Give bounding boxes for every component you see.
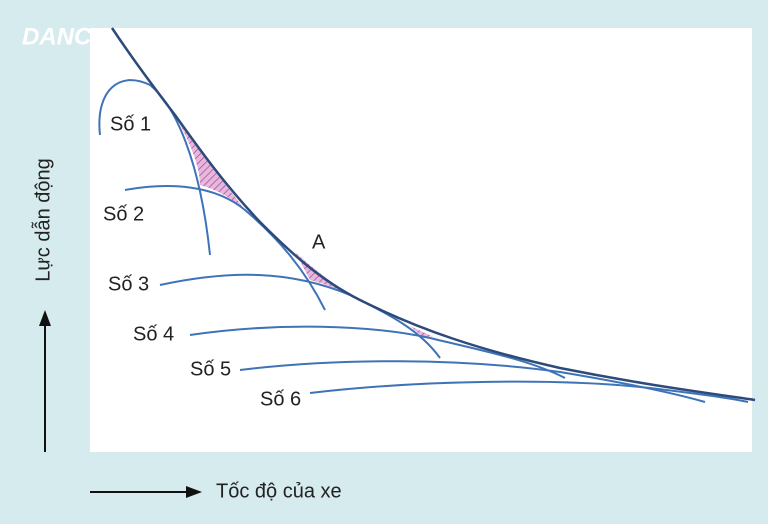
x-arrowhead [186, 486, 202, 498]
gear-label: Số 2 [103, 203, 144, 225]
plot-area [90, 28, 752, 452]
gear-2-curve [124, 185, 326, 311]
logo: DANCH [22, 23, 109, 50]
hatch-area [410, 326, 440, 340]
gear-5-curve [239, 360, 706, 403]
y-arrowhead [39, 310, 51, 326]
gear-label: Số 6 [260, 388, 301, 410]
envelope-curve [110, 27, 756, 402]
gear-6-curve [309, 380, 749, 403]
gear-label: Số 3 [108, 273, 149, 295]
y-axis-label: Lực dẫn động [31, 158, 54, 282]
gear-4-curve [189, 325, 566, 379]
gear-3-curve [159, 273, 441, 359]
gear-label: Số 1 [110, 113, 151, 135]
gear-label: Số 4 [133, 323, 174, 345]
point-label: A [312, 231, 326, 253]
gear-label: Số 5 [190, 358, 231, 380]
x-axis-label: Tốc độ của xe [216, 480, 342, 502]
